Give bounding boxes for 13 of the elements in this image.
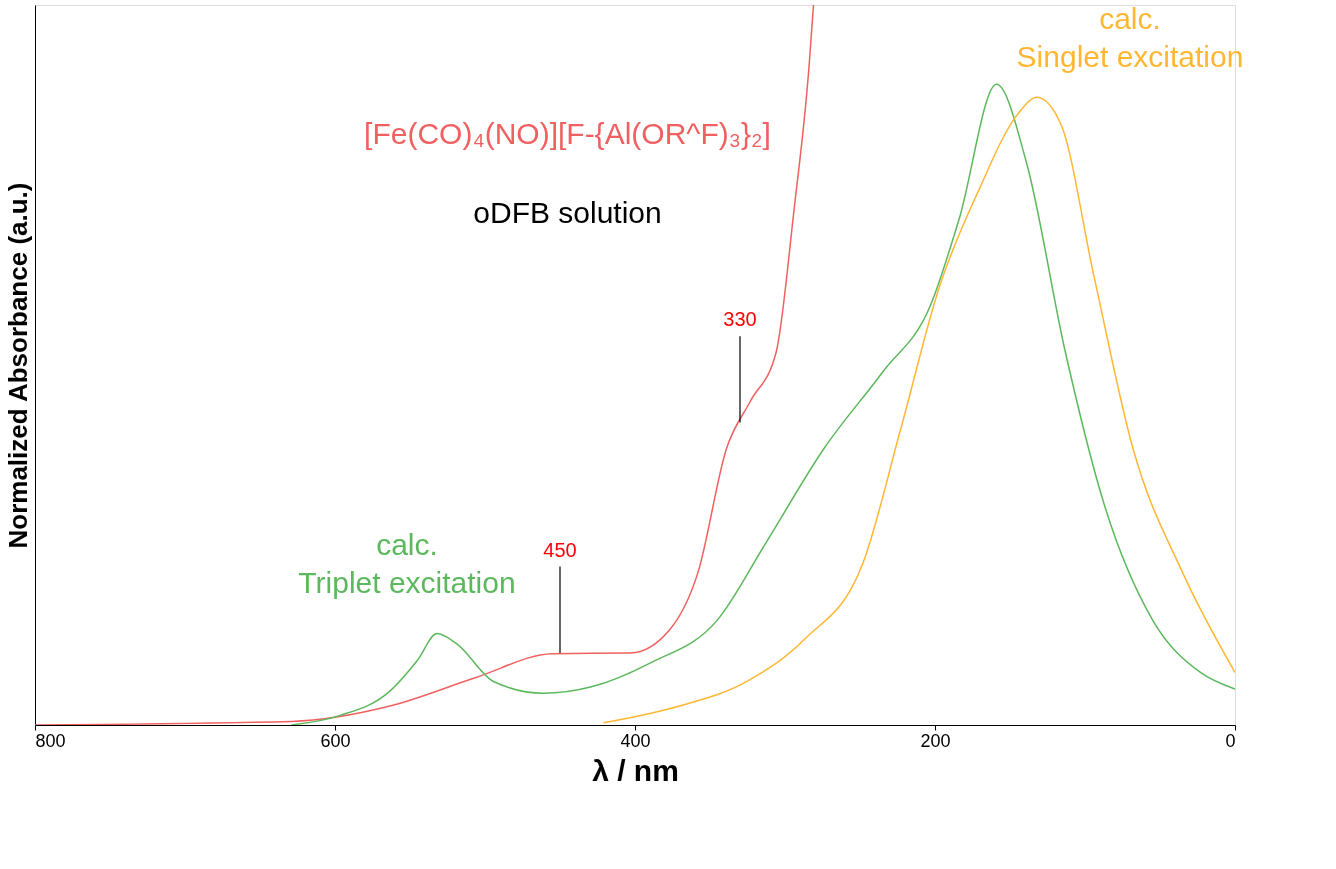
text: calc. Triplet excitation [298, 527, 516, 599]
y-axis-title: Normalized Absorbance (a.u.) [2, 182, 33, 549]
x-tick-label: 600 [320, 730, 351, 751]
x-tick-label: 400 [620, 730, 651, 751]
series-label: calc. Singlet excitation [1016, 2, 1244, 73]
x-tick-label: 200 [920, 730, 951, 751]
series-label: [Fe(CO)₄(NO)][F-{Al(OR^F)₃}₂] [364, 117, 771, 151]
x-tick-label: 800 [35, 730, 66, 751]
annotation: 450 [543, 538, 577, 561]
annotation: 330 [723, 308, 757, 331]
x-axis-title: λ / nm [592, 753, 679, 787]
annotation: oDFB solution [473, 196, 662, 230]
x-tick-label: 0 [1225, 730, 1236, 751]
